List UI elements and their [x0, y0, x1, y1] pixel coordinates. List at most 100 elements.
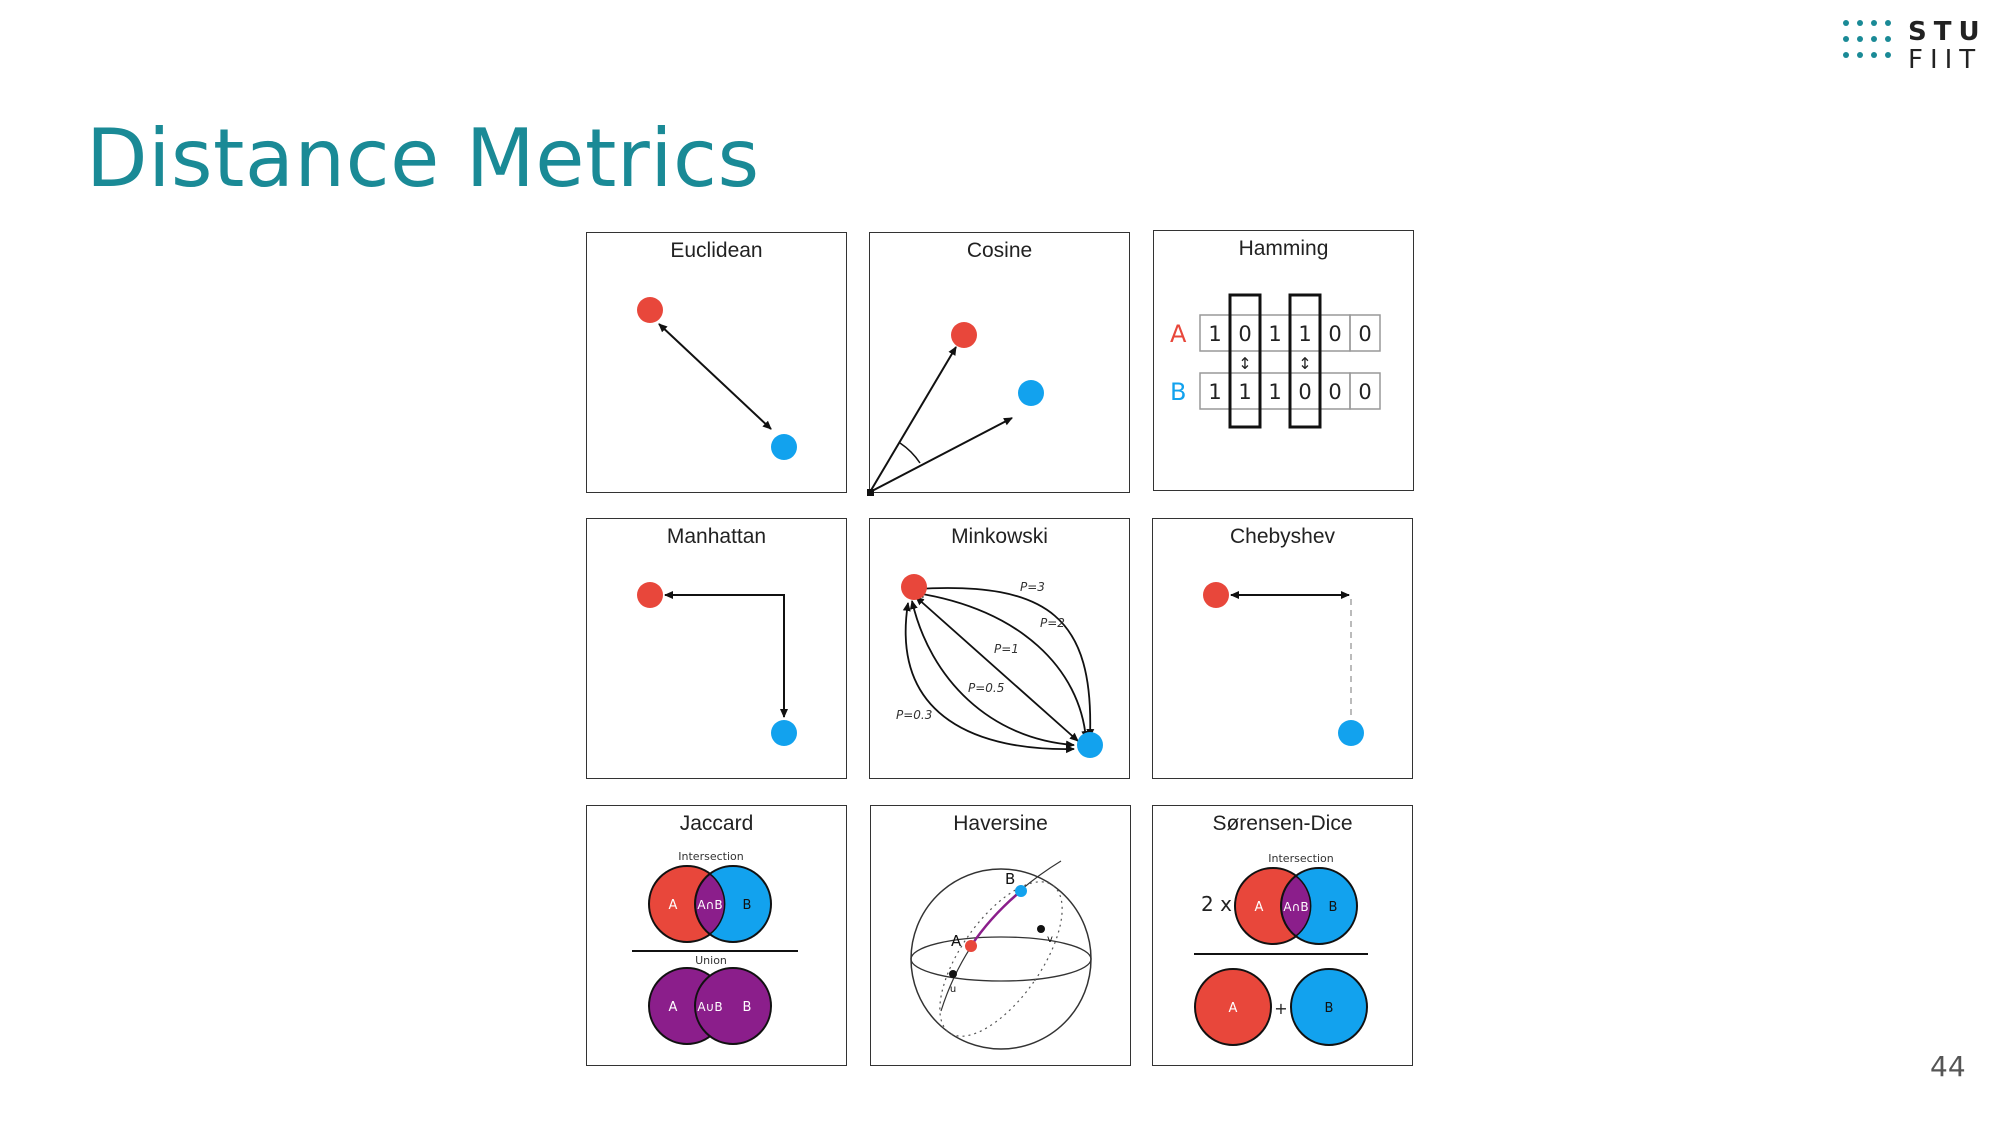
- plus-text: +: [1274, 999, 1287, 1018]
- point-b: [1338, 720, 1364, 746]
- label-p1: P=1: [994, 642, 1019, 656]
- panel-title: Manhattan: [666, 525, 767, 548]
- point-a: [1203, 582, 1229, 608]
- logo-text-line2: FIIT: [1908, 45, 1982, 75]
- intersection-label: Intersection: [678, 850, 743, 863]
- sorensen-dice-diagram: Intersection 2 x A A∩B B + A B: [1194, 852, 1368, 1046]
- set-b-label: B: [743, 898, 752, 913]
- hamming-panel: A B 1 0 1 1 0 0 1 1 1 0 0 0 ↕ ↕ Hamming: [1153, 230, 1414, 491]
- manhattan-panel: Manhattan: [586, 518, 847, 779]
- denominator-b: [1290, 968, 1368, 1046]
- cosine-diagram: [867, 322, 1044, 496]
- vector-a: [869, 346, 957, 493]
- set-a-label: A: [1255, 900, 1264, 915]
- panel-title: Chebyshev: [1229, 525, 1336, 548]
- bit-a-3: 1: [1268, 322, 1281, 346]
- union-b-label: B: [743, 1000, 752, 1015]
- curve-p2: [915, 590, 1090, 740]
- minkowski-panel: P=3 P=2 P=1 P=0.5 P=0.3 Minkowski: [869, 518, 1130, 779]
- diff-highlight: [1228, 293, 1262, 429]
- bit-a-1: 1: [1208, 322, 1221, 346]
- panel-title: Jaccard: [679, 812, 754, 835]
- sphere: [910, 868, 1092, 1050]
- bit-b-2: 1: [1238, 380, 1251, 404]
- label-p2: P=2: [1040, 616, 1065, 630]
- panel-title: Haversine: [953, 812, 1048, 835]
- curve-p03: [902, 602, 1075, 754]
- union-a-label: A: [669, 1000, 678, 1015]
- denominator-b-label: B: [1325, 1001, 1334, 1016]
- minkowski-diagram: P=3 P=2 P=1 P=0.5 P=0.3: [896, 574, 1103, 758]
- point-b: [1018, 380, 1044, 406]
- intersection-region: [694, 873, 726, 935]
- panel-title: Minkowski: [951, 525, 1048, 548]
- equator-front: [910, 936, 1092, 982]
- bit-b-4: 0: [1298, 380, 1311, 404]
- bit-b-1: 1: [1208, 380, 1221, 404]
- arc-ab: [969, 890, 1022, 947]
- label-v: v: [1047, 934, 1053, 945]
- label-p05: P=0.5: [968, 681, 1004, 695]
- intersection-text: A∩B: [1283, 900, 1308, 914]
- slide-title: Distance Metrics: [86, 112, 760, 205]
- union-text: A∪B: [697, 1000, 722, 1014]
- angle-arc: [899, 442, 921, 464]
- diff-arrow-icon: ↕: [1298, 354, 1311, 373]
- chebyshev-diagram: [1203, 582, 1364, 746]
- label-a: A: [951, 932, 962, 950]
- origin-mark: [867, 489, 874, 496]
- sorensen-dice-panel: Intersection 2 x A A∩B B + A B Sørensen-…: [1152, 805, 1413, 1066]
- panel-title: Cosine: [966, 239, 1033, 262]
- page-number: 44: [1930, 1050, 1966, 1083]
- intersection-text: A∩B: [697, 898, 722, 912]
- logo-dots-icon: STU FIIT: [1843, 17, 1987, 75]
- euclidean-distance-arrow: [658, 323, 772, 430]
- chebyshev-panel: Chebyshev: [1152, 518, 1413, 779]
- point-b: [1015, 885, 1027, 897]
- point-a: [951, 322, 977, 348]
- label-b: B: [1170, 378, 1186, 406]
- diff-highlight: [1288, 293, 1322, 429]
- haversine-panel: A B u v Haversine: [870, 805, 1131, 1066]
- factor-text: 2 x: [1201, 892, 1232, 916]
- panel-title: Euclidean: [670, 239, 763, 262]
- logo-text-line1: STU: [1908, 17, 1987, 47]
- denominator-a: [1194, 968, 1272, 1046]
- intersection-region: [1280, 875, 1312, 937]
- vector-b: [869, 417, 1013, 493]
- set-b-label: B: [1329, 900, 1338, 915]
- label-a: A: [1170, 320, 1187, 348]
- label-p03: P=0.3: [896, 708, 932, 722]
- label-p3: P=3: [1020, 580, 1045, 594]
- point-a: [637, 297, 663, 323]
- jaccard-diagram: Intersection A A∩B B Union A A∪B B: [632, 850, 798, 1045]
- manhattan-path: [664, 591, 788, 718]
- union-label: Union: [695, 954, 727, 967]
- set-a-label: A: [669, 898, 678, 913]
- panel-title: Sørensen-Dice: [1212, 812, 1353, 835]
- point-b: [1077, 732, 1103, 758]
- hamming-diagram: A B 1 0 1 1 0 0 1 1 1 0 0 0 ↕ ↕: [1170, 293, 1381, 429]
- point-a: [637, 582, 663, 608]
- intersection-label: Intersection: [1268, 852, 1333, 865]
- bit-b-6: 0: [1358, 380, 1371, 404]
- label-b: B: [1005, 870, 1015, 888]
- point-a: [901, 574, 927, 600]
- point-b: [771, 720, 797, 746]
- point-b: [771, 434, 797, 460]
- bit-a-4: 1: [1298, 322, 1311, 346]
- bit-a-6: 0: [1358, 322, 1371, 346]
- union-set-b: [694, 967, 772, 1045]
- stu-fiit-logo: STU FIIT: [1838, 16, 2000, 76]
- bit-b-5: 0: [1328, 380, 1341, 404]
- point-u: [949, 970, 957, 978]
- panel-title: Hamming: [1238, 237, 1329, 260]
- manhattan-diagram: [637, 582, 797, 746]
- point-v: [1037, 925, 1045, 933]
- bit-b-3: 1: [1268, 380, 1281, 404]
- euclidean-diagram: [637, 297, 797, 460]
- bit-a-5: 0: [1328, 322, 1341, 346]
- jaccard-panel: Intersection A A∩B B Union A A∪B B Jacca…: [586, 805, 847, 1066]
- diff-arrow-icon: ↕: [1238, 354, 1251, 373]
- label-u: u: [950, 984, 956, 995]
